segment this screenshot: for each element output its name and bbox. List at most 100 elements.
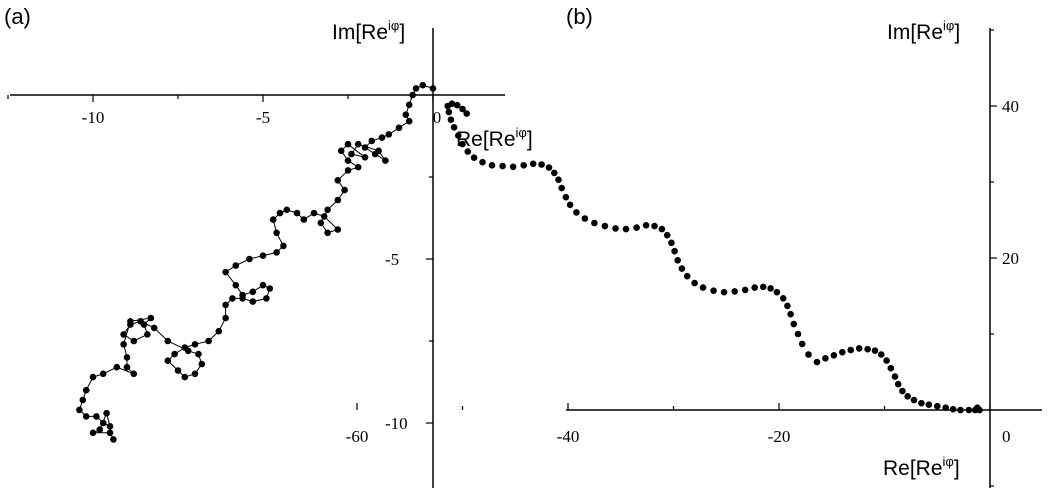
panel-b-point-78 — [445, 108, 453, 116]
panel-a-ylabel-sup: iφ — [388, 18, 399, 33]
panel-b-point-68 — [509, 163, 517, 171]
panel-b-point-80 — [448, 100, 456, 107]
panel-b-point-47 — [668, 239, 675, 247]
panel-a-point-38 — [280, 242, 287, 250]
panel-b-point-9 — [918, 399, 925, 407]
panel-a-point-46 — [249, 288, 257, 296]
panel-a-point-60 — [164, 357, 172, 365]
panel-a-point-5 — [402, 111, 410, 118]
panel-b-point-12 — [899, 387, 906, 395]
panel-a-point-4 — [405, 101, 413, 109]
panel-b-point-35 — [759, 283, 767, 291]
panel-a-point-77 — [120, 341, 127, 348]
panel-a-x-tick-label-1: -5 — [256, 108, 270, 127]
panel-b-xlabel: Re[Reiφ] — [883, 454, 960, 480]
panel-b-point-29 — [790, 320, 798, 328]
panel-a-point-49 — [263, 295, 270, 302]
panel-b-point-59 — [566, 201, 574, 209]
panel-a-point-81 — [113, 363, 121, 371]
panel-a-point-19 — [337, 147, 345, 155]
panel-a-point-32 — [300, 216, 308, 223]
panel-a-point-65 — [195, 350, 202, 358]
panel-b-point-44 — [678, 265, 686, 272]
panel-b-point-3 — [965, 406, 973, 414]
panel-b-ylabel-close: ] — [954, 21, 960, 44]
panel-a-point-83 — [89, 373, 97, 381]
panel-b-point-30 — [787, 310, 794, 318]
panel-a-point-64 — [198, 360, 206, 368]
panel-b-ylabel-base: Im[Re — [887, 21, 943, 44]
panel-a-point-88 — [93, 413, 100, 420]
panel-a-point-8 — [385, 131, 393, 138]
panel-a-point-10 — [368, 137, 376, 145]
panel-a-point-53 — [222, 301, 229, 309]
panel-a-point-91 — [103, 409, 110, 417]
panel-b-point-60 — [562, 193, 570, 201]
panel-b-y-tick-label-0: 40 — [1002, 97, 1019, 116]
panel-b-point-4 — [957, 406, 964, 414]
panel-a-point-43 — [222, 268, 229, 276]
panel-a-x-tick-label-0: -10 — [82, 108, 105, 127]
panel-b-label: (b) — [566, 4, 593, 29]
panel-a-point-48 — [266, 285, 274, 292]
panel-a-point-92 — [96, 426, 104, 433]
panel-b-point-76 — [450, 124, 458, 131]
panel-b-point-73 — [464, 148, 472, 155]
panel-a-point-9 — [378, 134, 386, 141]
panel-b-point-2 — [971, 406, 979, 414]
panel-a-point-59 — [171, 350, 178, 358]
panel-a-xlabel-base: Re[Re — [456, 128, 516, 151]
panel-b-point-20 — [855, 345, 863, 352]
panel-a-point-23 — [334, 177, 342, 184]
panel-b-x-tick-label-2: -20 — [768, 427, 791, 446]
panel-b-point-6 — [942, 404, 949, 412]
panel-b-point-17 — [878, 351, 885, 358]
panel-b-point-45 — [674, 257, 681, 264]
panel-a-point-85 — [79, 396, 87, 404]
panel-b-point-40 — [710, 287, 717, 295]
panel-b-point-23 — [830, 352, 838, 359]
panel-b-point-21 — [847, 346, 854, 354]
panel-b-point-18 — [871, 347, 879, 355]
panel-b-point-22 — [839, 348, 846, 356]
panel-a-point-51 — [239, 295, 246, 302]
panel-a-point-87 — [82, 413, 90, 420]
panel-b-point-10 — [910, 396, 918, 404]
panel-b-point-81 — [453, 101, 461, 109]
panel-a-point-28 — [324, 229, 331, 237]
panel-a-point-39 — [273, 249, 280, 256]
panel-a-label: (a) — [4, 4, 31, 29]
panel-b-point-83 — [463, 110, 471, 117]
panel-a-point-34 — [283, 206, 291, 214]
panel-a-point-18 — [344, 140, 352, 148]
panel-b-y-tick-label-1: 20 — [1002, 249, 1019, 268]
panel-a-point-82 — [99, 370, 107, 378]
panel-b-point-11 — [904, 393, 911, 400]
panel-a-point-93 — [89, 429, 97, 437]
panel-a-xlabel-sup: iφ — [516, 125, 527, 140]
panel-a-point-78 — [123, 354, 131, 361]
panel-b-point-51 — [642, 222, 650, 229]
panel-b-ylabel-sup: iφ — [943, 18, 954, 33]
panel-b-point-34 — [767, 285, 774, 292]
panel-b-point-41 — [699, 284, 707, 291]
panel-a-point-11 — [361, 144, 369, 151]
panel-a-point-1 — [419, 81, 427, 89]
panel-a-point-68 — [150, 324, 158, 332]
panel-b-point-64 — [545, 164, 553, 171]
panel-b-point-32 — [779, 295, 787, 302]
panel-b-point-55 — [601, 222, 609, 230]
panel-b-point-25 — [813, 358, 821, 366]
panel-b-y-ticks: 40 20 — [990, 29, 1019, 487]
panel-a-point-20 — [344, 157, 352, 164]
panel-b-point-31 — [784, 302, 791, 310]
panel-b-point-70 — [488, 162, 496, 169]
panel-a-point-84 — [82, 386, 90, 394]
panel-a-point-79 — [123, 363, 131, 371]
panel-a-y-tick-label-0: -5 — [385, 250, 399, 269]
panel-a-point-67 — [164, 337, 172, 345]
panel-b-point-43 — [683, 272, 691, 280]
panel-a-point-57 — [191, 341, 199, 348]
